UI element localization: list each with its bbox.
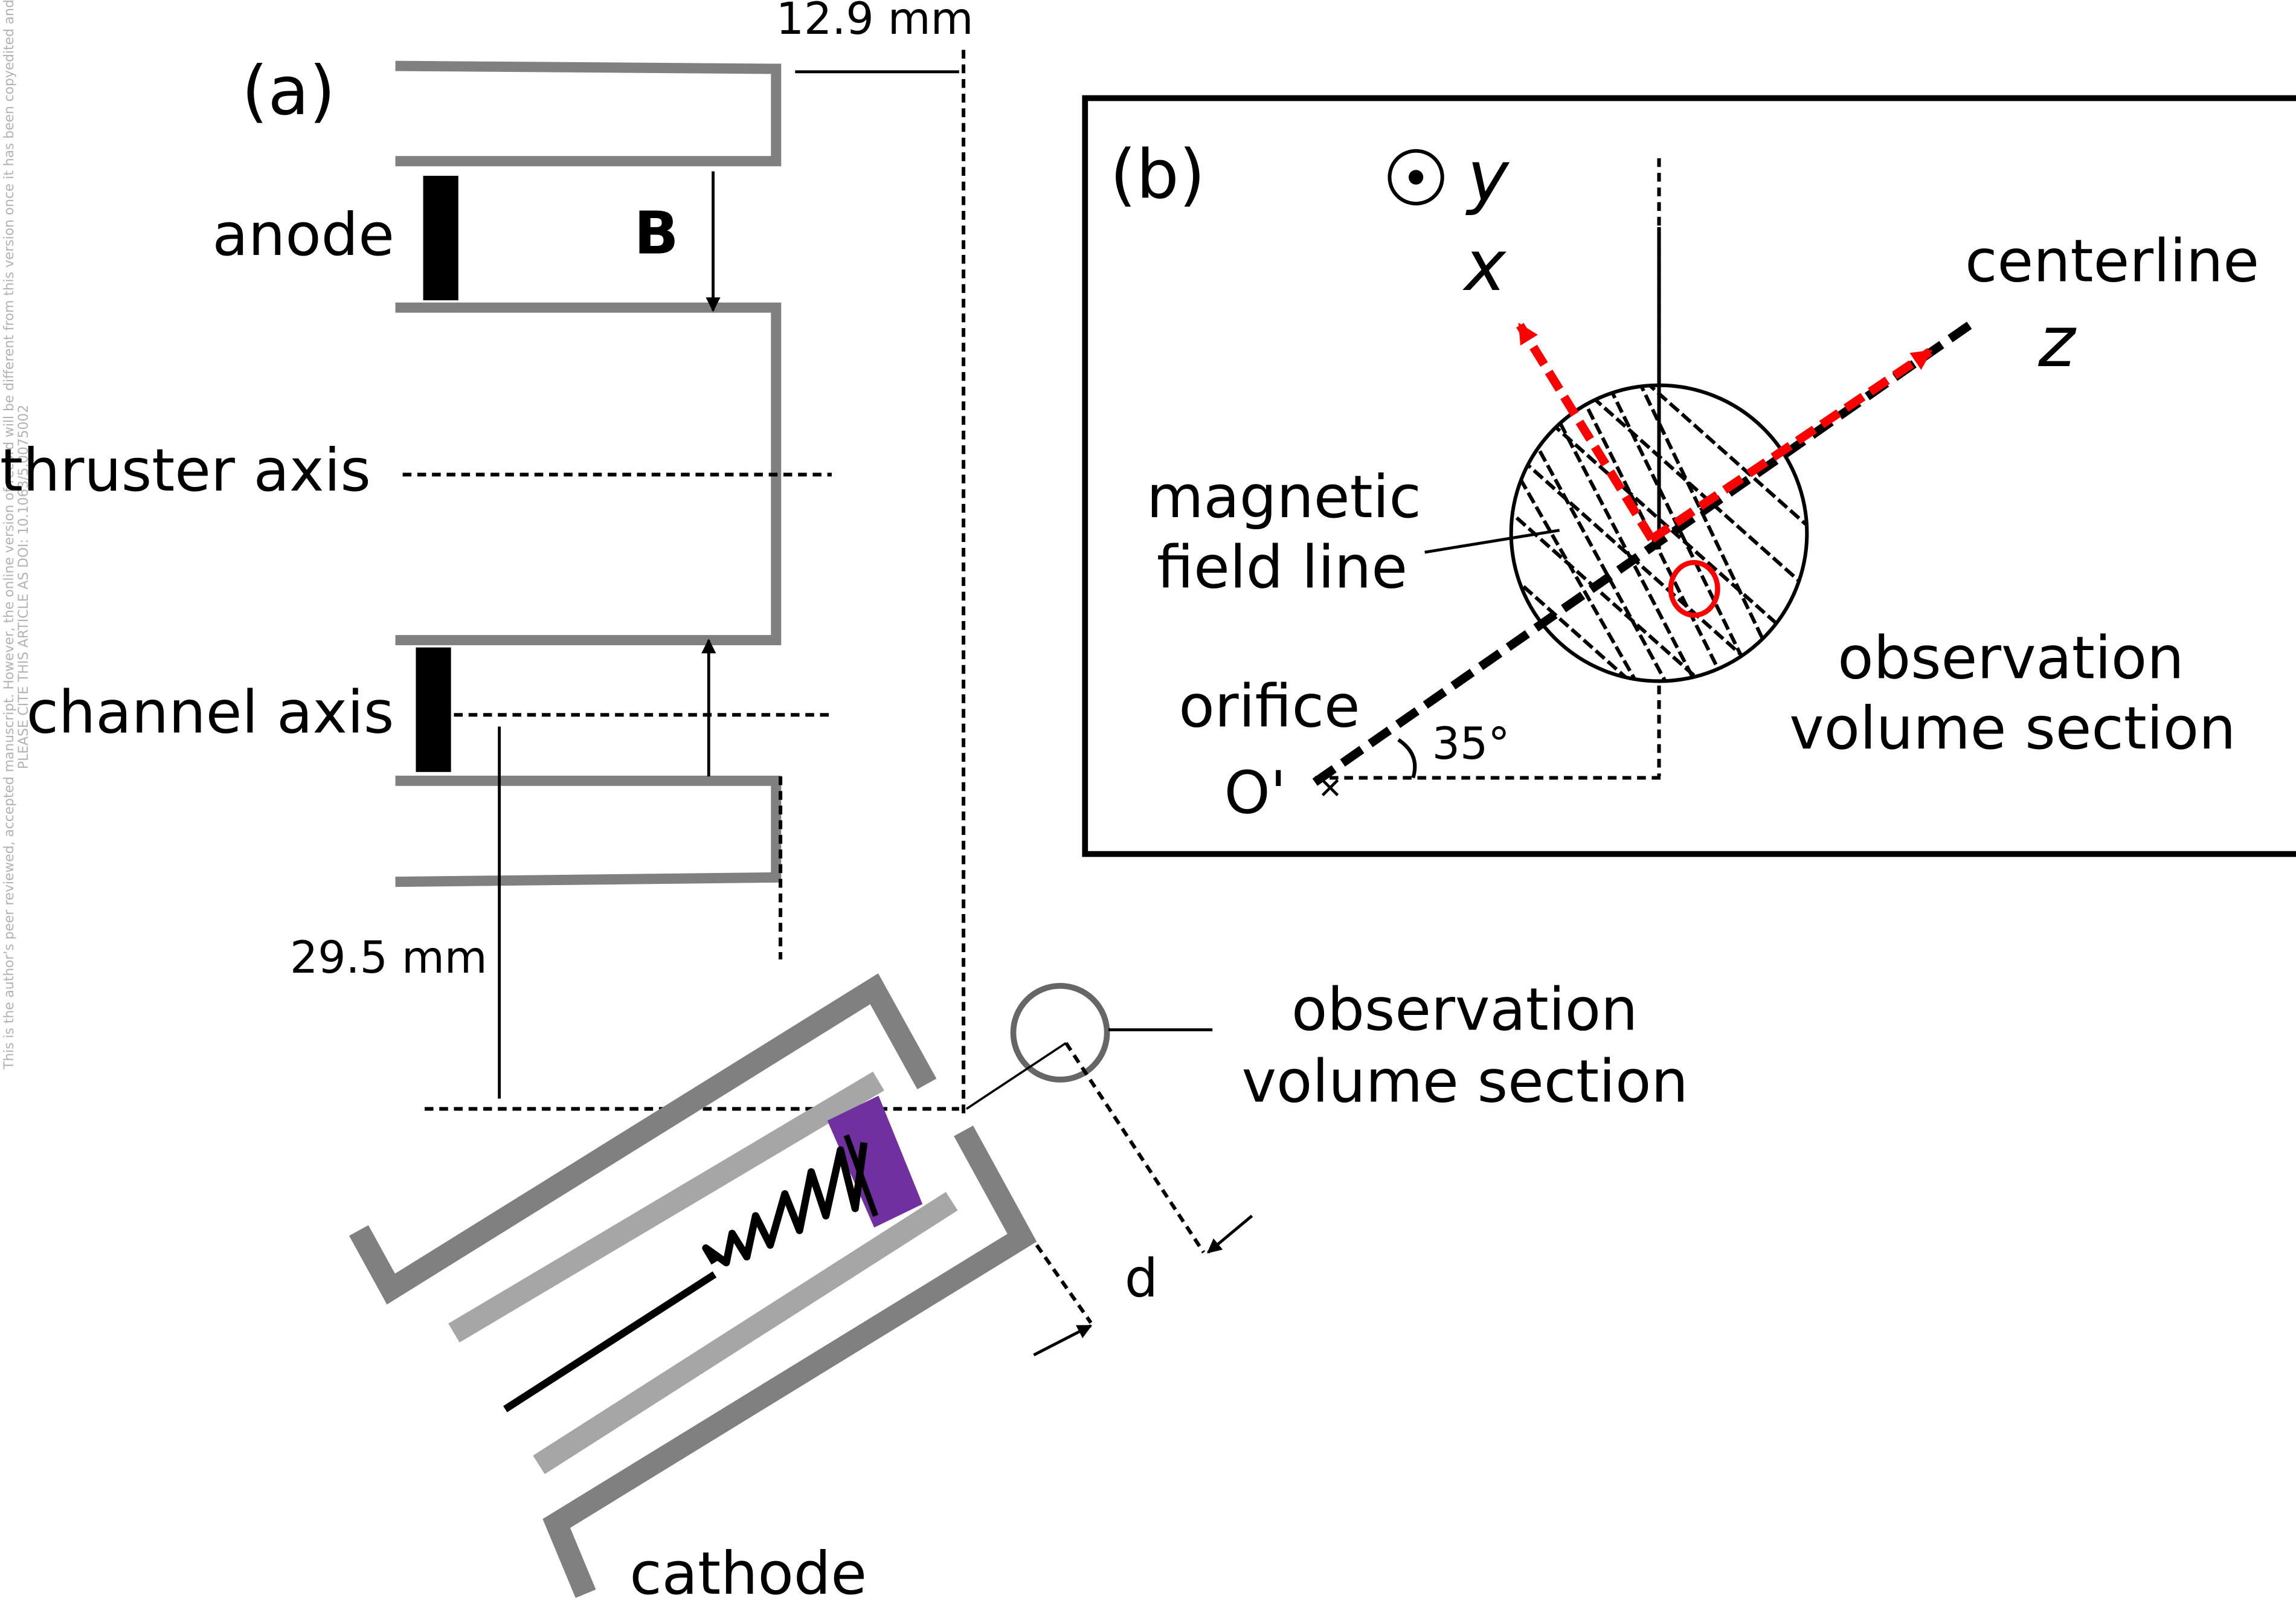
- cathode-to-observation-line: [965, 1042, 1067, 1110]
- field-line-leader: [1424, 529, 1560, 554]
- x-axis-arrow: [1516, 323, 1656, 542]
- watermark-line-1: This is the author's peer reviewed, acce…: [2, 0, 17, 1070]
- d-dim-line-upper: [1064, 1042, 1206, 1254]
- heater-spring: [702, 1142, 868, 1267]
- centerline-label: centerline: [1965, 227, 2259, 295]
- panel-a: (a) anode B thruster axis channel axis 1…: [0, 0, 1688, 1604]
- observation-label-a-line2: volume section: [1242, 1047, 1688, 1115]
- observation-volume-circle: [1010, 982, 1110, 1083]
- cathode-outer-wall-top: [349, 973, 937, 1305]
- z-axis-arrow: [1649, 347, 1933, 543]
- dim-29-5-label: 29.5 mm: [290, 932, 487, 984]
- heater-lead: [503, 1271, 717, 1412]
- o-prime-label: O': [1224, 759, 1287, 827]
- anode-top: [423, 175, 458, 301]
- cathode-inner-wall-bottom: [533, 1191, 958, 1474]
- y-axis-label: y: [1465, 136, 1510, 217]
- b-field-label: B: [634, 199, 679, 267]
- watermark-line-2: PLEASE CITE THIS ARTICLE AS DOI: 10.1063…: [16, 405, 31, 769]
- observation-label-b-line1: observation: [1838, 624, 2184, 692]
- d-label: d: [1125, 1248, 1158, 1309]
- watermark: This is the author's peer reviewed, acce…: [2, 0, 31, 1070]
- panel-a-label: (a): [242, 52, 335, 130]
- y-axis-dot-icon: [1408, 170, 1424, 185]
- outer-wall-bottom: [395, 775, 782, 887]
- d-arrow-lower: [1033, 1324, 1093, 1356]
- panel-b-label: (b): [1110, 135, 1205, 214]
- z-axis-label: z: [2037, 301, 2077, 383]
- cathode-inner-wall-top: [448, 1071, 884, 1343]
- orifice-label: orifice: [1179, 672, 1360, 741]
- field-line-label-2: field line: [1157, 533, 1407, 601]
- origin-o-marker: [1668, 559, 1720, 618]
- dim-12-9-label: 12.9 mm: [776, 0, 974, 45]
- observation-label-b-line2: volume section: [1789, 694, 2236, 762]
- y-axis-out-of-plane-icon: [1388, 149, 1444, 206]
- d-dim-line-lower: [1035, 1244, 1093, 1324]
- outer-wall-top: [395, 60, 782, 167]
- angle-label: 35°: [1432, 718, 1510, 770]
- anode-bottom: [416, 647, 451, 772]
- cathode-emitter: [827, 1095, 923, 1228]
- d-arrow-upper: [1207, 1214, 1253, 1254]
- angle-arc: [1397, 738, 1417, 779]
- observation-label-a-line1: observation: [1291, 976, 1638, 1044]
- field-line-label-1: magnetic: [1146, 463, 1421, 531]
- anode-label: anode: [212, 201, 394, 269]
- panel-b: (b) y ✕: [1082, 95, 2296, 857]
- orifice-marker-icon: ✕: [1318, 771, 1343, 805]
- channel-axis-label: channel axis: [27, 678, 394, 746]
- cathode-outer-wall-bottom: [542, 1126, 1037, 1599]
- x-axis-label: x: [1462, 225, 1507, 307]
- cathode-label: cathode: [629, 1539, 867, 1604]
- thruster-axis-label: thruster axis: [0, 436, 371, 504]
- cathode-assembly: [349, 973, 1037, 1599]
